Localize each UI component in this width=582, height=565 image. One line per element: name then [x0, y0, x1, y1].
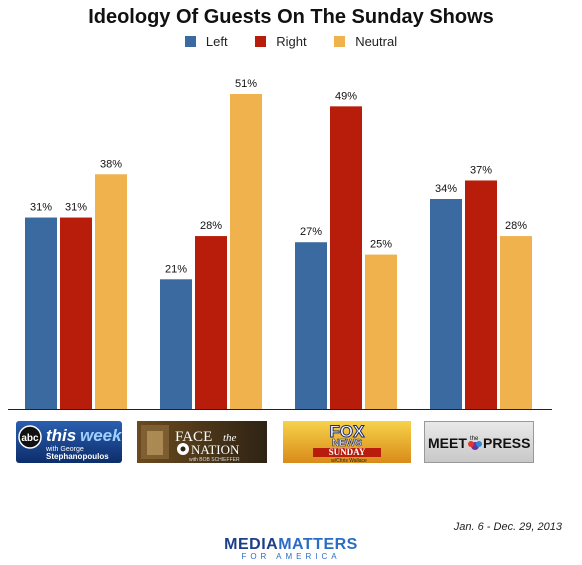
bar-label-right-4: 37%	[470, 164, 492, 176]
bar-label-neutral-4: 28%	[505, 220, 527, 232]
bar-label-right-1: 31%	[65, 202, 87, 214]
bar-right-2	[195, 236, 227, 409]
bar-label-left-1: 31%	[30, 202, 52, 214]
svg-text:week: week	[80, 426, 122, 445]
media-matters-logo: MEDIAMATTERS FOR AMERICA	[0, 536, 582, 561]
svg-text:the: the	[470, 436, 479, 442]
bar-right-1	[60, 217, 92, 409]
bar-label-left-2: 21%	[165, 263, 187, 275]
svg-text:NEWS: NEWS	[332, 438, 362, 449]
svg-text:SUNDAY: SUNDAY	[329, 447, 366, 457]
svg-text:NATION: NATION	[191, 442, 240, 457]
bar-plot: 31% 31% 38% 21% 28% 51% 27% 49% 25% 34% 37% 28%	[8, 78, 552, 410]
brand-part1: MEDIA	[224, 536, 279, 553]
legend-label-neutral: Neutral	[355, 34, 398, 49]
svg-text:FACE: FACE	[175, 429, 212, 445]
bar-right-3	[330, 106, 362, 410]
bar-right-4	[465, 180, 497, 409]
svg-text:with BOB SCHIEFFER: with BOB SCHIEFFER	[189, 457, 240, 463]
bar-label-right-2: 28%	[200, 220, 222, 232]
legend: Left Right Neutral	[0, 34, 582, 49]
bar-left-1	[25, 217, 57, 409]
svg-text:PRESS: PRESS	[483, 435, 530, 451]
svg-text:Stephanopoulos: Stephanopoulos	[46, 452, 109, 461]
legend-item-left: Left	[184, 34, 228, 49]
legend-swatch-right	[255, 36, 267, 47]
bar-label-neutral-1: 38%	[100, 158, 122, 170]
face-the-nation-logo: FACE the NATION with BOB SCHIEFFER	[137, 421, 267, 463]
brand-part2: MATTERS	[278, 536, 358, 553]
meet-the-press-logo: MEET the PRESS	[424, 421, 534, 463]
bar-left-2	[160, 279, 192, 409]
bar-neutral-2	[230, 94, 262, 409]
legend-item-neutral: Neutral	[334, 34, 397, 49]
chart-title: Ideology Of Guests On The Sunday Shows	[88, 6, 494, 28]
svg-text:with George: with George	[45, 446, 84, 453]
legend-item-right: Right	[255, 34, 307, 49]
svg-text:FOX: FOX	[330, 422, 366, 441]
legend-label-left: Left	[205, 34, 228, 49]
svg-text:this: this	[46, 426, 76, 445]
svg-text:MEET: MEET	[428, 435, 467, 451]
bar-label-left-3: 27%	[300, 226, 322, 238]
date-range: Jan. 6 - Dec. 29, 2013	[453, 521, 562, 533]
this-week-logo: abc this week with George Stephanopoulos	[16, 421, 122, 463]
bar-neutral-1	[95, 174, 127, 409]
bar-label-neutral-2: 51%	[235, 78, 257, 90]
bar-neutral-3	[365, 254, 397, 409]
legend-label-right: Right	[276, 34, 307, 49]
legend-swatch-left	[184, 36, 196, 47]
svg-text:abc: abc	[21, 433, 39, 444]
bar-label-left-4: 34%	[435, 183, 457, 195]
legend-swatch-neutral	[334, 36, 346, 47]
brand-tagline: FOR AMERICA	[241, 552, 341, 561]
bar-neutral-4	[500, 236, 532, 409]
svg-text:w/Chris Wallace: w/Chris Wallace	[331, 458, 367, 463]
bar-left-3	[295, 242, 327, 409]
fox-news-sunday-logo: FOX NEWS SUNDAY w/Chris Wallace	[283, 421, 411, 463]
bar-label-neutral-3: 25%	[370, 239, 392, 251]
svg-text:the: the	[223, 432, 237, 444]
bar-label-right-3: 49%	[335, 90, 357, 102]
bar-left-4	[430, 199, 462, 409]
